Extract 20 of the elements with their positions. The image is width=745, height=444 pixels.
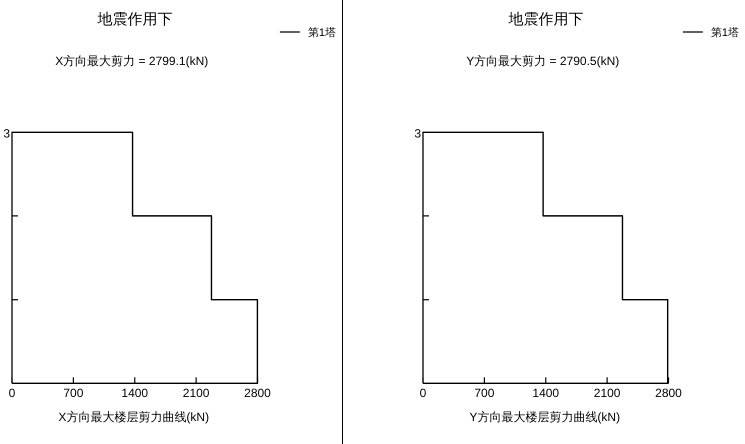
annotation: 3: [414, 126, 421, 140]
title: 地震作用下: [508, 11, 584, 28]
legend-label: 第1塔: [710, 27, 739, 39]
legend-label: 第1塔: [308, 27, 336, 39]
subtitle: Y方向最大剪力 = 2790.5(kN): [466, 54, 620, 68]
annotation: 3: [3, 126, 10, 140]
x-tick-label: 700: [474, 386, 494, 400]
x-axis-title: X方向最大楼层剪力曲线(kN): [58, 410, 210, 424]
x-tick-label: 700: [63, 386, 84, 400]
x-tick-label: 1400: [532, 386, 560, 400]
x-tick-label: 1400: [121, 386, 148, 400]
x-tick-label: 0: [420, 386, 426, 400]
x-tick-label: 2100: [594, 386, 620, 400]
x-tick-label: 2100: [182, 386, 210, 400]
title: 地震作用下: [97, 11, 172, 28]
x-tick-label: 0: [8, 386, 16, 400]
x-tick-label: 2800: [655, 386, 682, 400]
subtitle: X方向最大剪力 = 2799.1(kN): [55, 54, 208, 68]
x-tick-label: 2800: [244, 386, 271, 400]
x-axis-title: Y方向最大楼层剪力曲线(kN): [469, 410, 620, 424]
